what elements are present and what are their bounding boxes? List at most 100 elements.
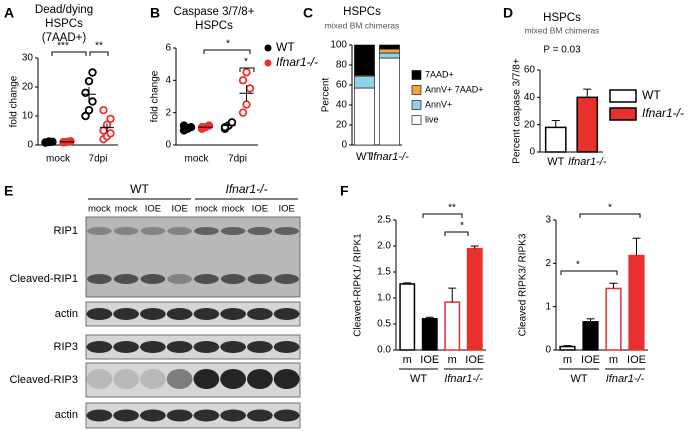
y-axis-label: Cleaved-RIPK1/ RIPK1 (353, 233, 364, 337)
x-tick-label: mock (46, 154, 71, 165)
blot-band (113, 341, 139, 353)
lane-label: IOE (145, 204, 161, 215)
group-label: Ifnar1-/- (225, 182, 267, 196)
data-point (227, 118, 237, 127)
y-tick-label: 40 (524, 92, 536, 103)
panel-letter: F (340, 183, 349, 199)
blot-band (220, 227, 246, 235)
blot-row-label: actin (55, 409, 78, 421)
chart-title: HSPCs (543, 12, 581, 24)
y-tick-label: 100 (330, 40, 347, 51)
bar-segment (379, 52, 400, 59)
y-tick-label: 1 (545, 301, 551, 312)
blot-band (220, 341, 246, 353)
legend-label: 7AAD+ (425, 69, 454, 79)
bar-segment (354, 44, 375, 76)
legend-label: AnnV+ 7AAD+ (425, 84, 484, 94)
bar (444, 301, 461, 351)
y-tick-label: 3 (545, 215, 551, 226)
group-label: WT (130, 182, 149, 196)
data-point (44, 137, 54, 146)
legend-swatch (411, 115, 422, 125)
y-tick-label: 2 (165, 107, 171, 118)
x-tick-label: IOE (581, 354, 600, 366)
blot-row-label: Cleaved-RIP3 (10, 374, 78, 386)
legend-label: Ifnar1-/- (276, 55, 318, 69)
blot-row-label: Cleaved-RIP1 (10, 273, 78, 285)
chart-title: Caspase 3/7/8+ (174, 6, 255, 18)
blot-row-label: RIP3 (54, 341, 78, 353)
blot-band (113, 227, 139, 235)
blot-row-label: actin (55, 308, 78, 320)
blot-band (140, 369, 166, 389)
annotation: * (226, 39, 230, 50)
legend-swatch (609, 107, 637, 121)
annotation: *** (57, 41, 69, 52)
data-point (81, 111, 90, 121)
y-tick-label: 2 (545, 258, 551, 269)
data-point (238, 108, 248, 117)
blot-band (193, 341, 220, 353)
blot-band (273, 369, 300, 389)
panel-letter: E (4, 183, 13, 199)
bar-segment (354, 75, 375, 89)
blot-band (247, 227, 273, 235)
y-tick-label: 20 (22, 82, 34, 93)
blot-band (273, 308, 300, 320)
blot-row-label: RIP1 (54, 225, 78, 237)
data-point (204, 121, 214, 130)
blot-band (193, 308, 220, 320)
legend-swatch (411, 100, 422, 110)
blot-band (220, 369, 246, 389)
y-tick-label: 2.0 (377, 241, 391, 252)
group-label: Ifnar1-/- (606, 373, 645, 385)
y-tick-label: 1.5 (377, 267, 391, 278)
blot-band (273, 341, 300, 353)
lane-label: mock (88, 204, 111, 215)
blot-band (220, 274, 246, 284)
y-tick-label: 30 (22, 53, 34, 64)
blot-band (86, 341, 113, 353)
chart-title: Dead/dying (35, 4, 93, 16)
y-tick-label: 60 (336, 80, 348, 91)
legend-swatch (411, 70, 422, 80)
x-tick-label: Ifnar1-/- (370, 151, 409, 163)
annotation: * (244, 57, 248, 68)
y-axis-label: Cleaved RIPK3/ RIPK3 (518, 233, 529, 336)
y-tick-label: 60 (524, 65, 536, 76)
blot-band (166, 308, 193, 320)
blot-band (140, 409, 166, 422)
blot-band (166, 369, 193, 389)
blot-band (220, 409, 246, 422)
chart-title: HSPCs (343, 6, 381, 18)
data-point (242, 100, 251, 109)
lane-label: mock (115, 204, 138, 215)
legend-label: live (425, 114, 439, 124)
legend-label: WT (642, 88, 661, 102)
blot-band (113, 409, 139, 422)
lane-label: IOE (252, 204, 268, 215)
y-tick-label: 80 (336, 60, 348, 71)
x-tick-label: WT (356, 151, 373, 163)
blot-band (247, 409, 273, 422)
blot-band (167, 227, 192, 235)
y-tick-label: 2.5 (377, 215, 391, 226)
significance-bracket (239, 67, 255, 72)
x-tick-label: m (448, 354, 457, 366)
y-axis-label: Percent (321, 78, 332, 113)
y-tick-label: 6 (165, 43, 171, 54)
data-point (84, 105, 94, 115)
annotation: ** (95, 41, 103, 52)
data-point (88, 97, 97, 106)
group-label: WT (570, 373, 587, 385)
bar (605, 287, 622, 351)
blot-band (140, 274, 166, 284)
blot-band (220, 308, 246, 320)
blot-band (273, 409, 300, 422)
blot-band (113, 369, 139, 389)
blot-band (274, 227, 299, 235)
y-tick-label: 0 (529, 147, 535, 158)
blot-band (193, 369, 220, 389)
significance-bracket (579, 213, 641, 218)
